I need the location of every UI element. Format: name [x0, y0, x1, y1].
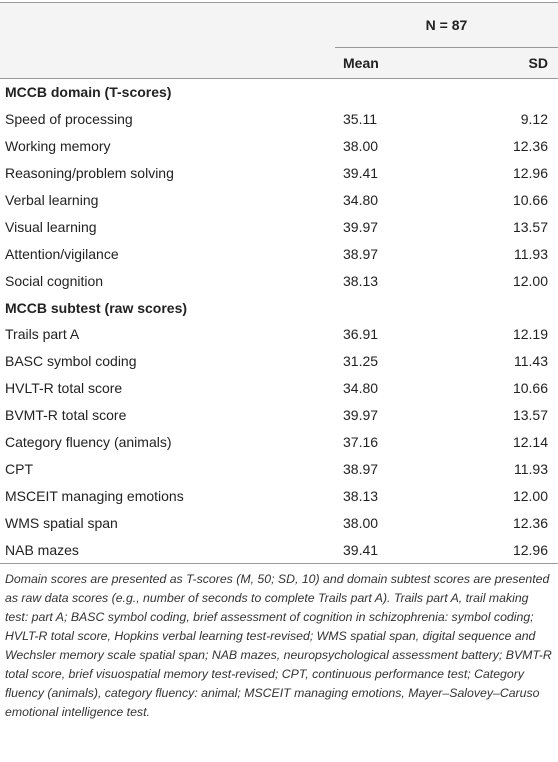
data-row: Working memory 38.00 12.36	[0, 133, 558, 160]
footnote: Domain scores are presented as T-scores …	[5, 572, 552, 719]
value-cell: 36.91	[343, 326, 379, 343]
data-row: WMS spatial span 38.00 12.36	[0, 509, 558, 536]
group-header: N = 87	[335, 2, 558, 48]
row-label: Attention/vigilance	[5, 245, 119, 262]
value-cell: 11.93	[514, 245, 548, 262]
value-cell: 12.14	[512, 434, 548, 451]
value-cell: 39.41	[343, 165, 379, 182]
data-row: CPT 38.97 11.93	[0, 455, 558, 482]
header-row: Mean SD	[0, 47, 558, 79]
value-cell: 34.80	[343, 192, 379, 208]
data-table: N = 87 Mean SD MCCB domain (T-scores) Spe…	[0, 2, 558, 565]
data-row: Category fluency (animals) 37.16 12.14	[0, 429, 558, 456]
value-cell: 38.97	[343, 245, 379, 262]
data-row: Reasoning/problem solving 39.41 12.96	[0, 160, 558, 187]
section-title: MCCB domain (T-scores)	[5, 84, 172, 101]
value-cell: 38.00	[343, 138, 379, 155]
value-cell: 35.11	[343, 111, 377, 128]
header-row: N = 87	[0, 2, 558, 48]
data-row: HVLT-R total score 34.80 10.66	[0, 375, 558, 402]
data-row: Social cognition 38.13 12.00	[0, 267, 558, 294]
data-row: MSCEIT managing emotions 38.13 12.00	[0, 482, 558, 509]
row-label: NAB mazes	[5, 541, 79, 558]
value-cell: 11.93	[514, 460, 548, 477]
row-label: BVMT-R total score	[5, 407, 127, 424]
row-label: Working memory	[5, 138, 111, 155]
value-cell: 13.57	[512, 407, 548, 424]
section-title: MCCB subtest (raw scores)	[5, 299, 188, 316]
row-label: Verbal learning	[5, 192, 99, 208]
blank-cell	[0, 47, 335, 79]
value-cell: 39.41	[343, 541, 379, 558]
row-label: WMS spatial span	[5, 514, 118, 531]
value-cell: 39.97	[343, 407, 379, 424]
value-cell: 12.00	[512, 487, 548, 504]
value-cell: 10.66	[512, 192, 548, 208]
data-row: Speed of processing 35.11 9.12	[0, 106, 558, 133]
value-cell: 11.43	[514, 353, 548, 370]
data-row: Verbal learning 34.80 10.66	[0, 187, 558, 214]
row-label: Social cognition	[5, 272, 104, 289]
value-cell: 38.13	[343, 272, 379, 289]
row-label: Category fluency (animals)	[5, 434, 172, 451]
value-cell: 31.25	[343, 353, 379, 370]
value-cell: 38.00	[343, 514, 379, 531]
data-row: Attention/vigilance 38.97 11.93	[0, 240, 558, 267]
value-cell: 38.97	[343, 460, 379, 477]
value-cell: 12.96	[512, 165, 548, 182]
data-row: BASC symbol coding 31.25 11.43	[0, 348, 558, 375]
blank-cell	[0, 2, 335, 48]
row-label: Trails part A	[5, 326, 80, 343]
row-label: MSCEIT managing emotions	[5, 487, 184, 504]
value-cell: 9.12	[520, 111, 548, 128]
value-cell: 12.00	[512, 272, 548, 289]
section-row: MCCB domain (T-scores)	[0, 79, 558, 106]
row-label: HVLT-R total score	[5, 380, 123, 397]
column-header: Mean	[335, 47, 445, 79]
data-row: NAB mazes 39.41 12.96	[0, 536, 558, 563]
data-row: Visual learning 39.97 13.57	[0, 213, 558, 240]
value-cell: 12.36	[512, 138, 548, 155]
value-cell: 12.19	[512, 326, 548, 343]
value-cell: 12.96	[512, 541, 548, 558]
column-header: SD	[444, 47, 558, 79]
row-label: Reasoning/problem solving	[5, 165, 174, 182]
section-row: MCCB subtest (raw scores)	[0, 294, 558, 321]
value-cell: 34.80	[343, 380, 379, 397]
row-label: Visual learning	[5, 218, 97, 235]
row-label: CPT	[5, 460, 33, 477]
value-cell: 13.57	[512, 218, 548, 235]
value-cell: 37.16	[343, 434, 379, 451]
value-cell: 12.36	[512, 514, 548, 531]
data-row: Trails part A 36.91 12.19	[0, 321, 558, 348]
table-body: N = 87 Mean SD MCCB domain (T-scores) Spe…	[0, 2, 558, 564]
row-label: BASC symbol coding	[5, 353, 137, 370]
row-label: Speed of processing	[5, 111, 133, 128]
value-cell: 39.97	[343, 218, 379, 235]
value-cell: 10.66	[512, 380, 548, 397]
data-row: BVMT-R total score 39.97 13.57	[0, 402, 558, 429]
value-cell: 38.13	[343, 487, 379, 504]
